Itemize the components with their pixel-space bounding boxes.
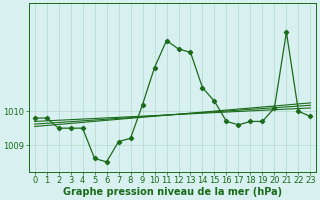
X-axis label: Graphe pression niveau de la mer (hPa): Graphe pression niveau de la mer (hPa) — [63, 187, 282, 197]
